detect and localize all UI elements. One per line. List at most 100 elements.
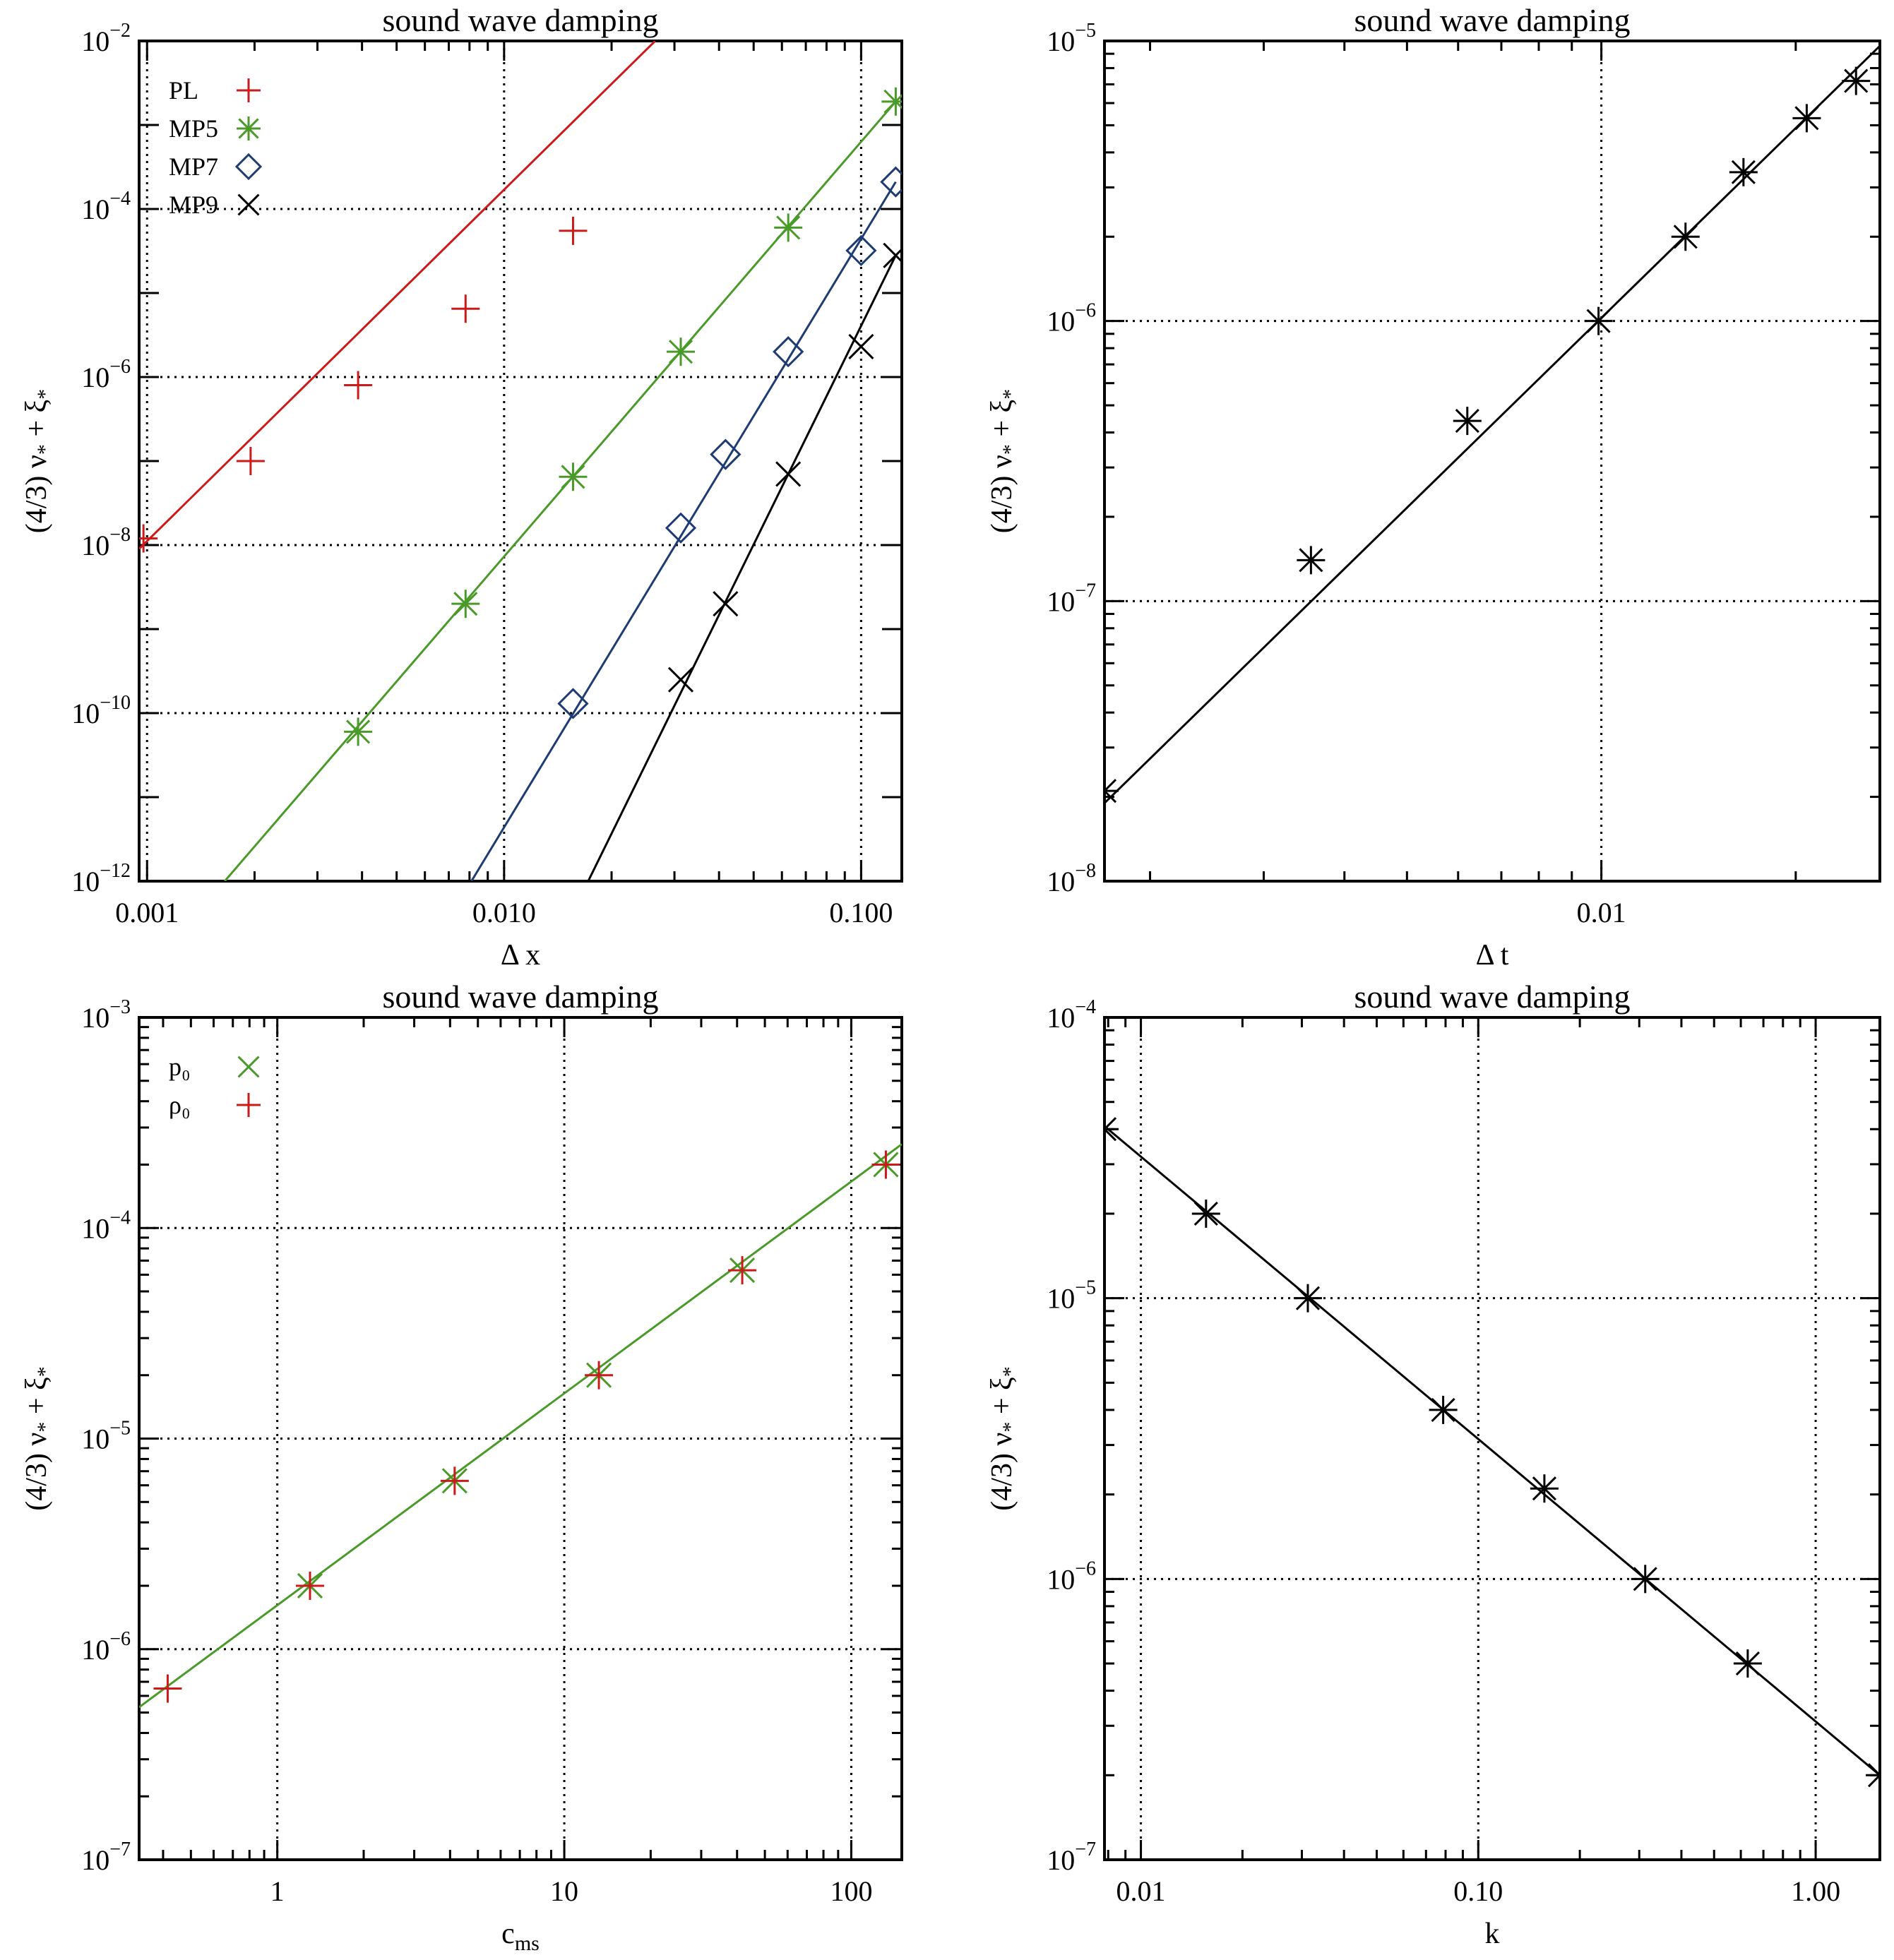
series-0 bbox=[1104, 44, 1880, 806]
plot-frame bbox=[138, 1016, 903, 1861]
x-tick-label: 0.10 bbox=[1453, 1875, 1503, 1907]
data-point bbox=[1429, 1395, 1458, 1424]
x-tick-label: 1 bbox=[270, 1875, 285, 1907]
tick-labels: 1 10 100 10−3 10−4 10−5 10−6 10−7 bbox=[81, 996, 872, 1907]
x-tick-label: 0.100 bbox=[829, 897, 893, 928]
plot-area bbox=[1104, 44, 1880, 806]
y-tick-label: 10−8 bbox=[1047, 860, 1096, 897]
data-point bbox=[1453, 407, 1482, 436]
data-point bbox=[728, 1256, 757, 1285]
data-point bbox=[559, 216, 588, 245]
panel-cms-scaling: 1 10 100 10−3 10−4 10−5 10−6 10−7 sound wave dam… bbox=[20, 979, 903, 1955]
x-axis-label: Δ t bbox=[1476, 939, 1509, 972]
data-point bbox=[883, 242, 902, 268]
grid bbox=[1104, 41, 1880, 881]
legend-label: MP7 bbox=[169, 153, 218, 181]
axis-ticks bbox=[1104, 40, 1880, 883]
y-axis-label: (4/3) ν* + ξ* bbox=[986, 389, 1022, 534]
data-point bbox=[1792, 104, 1821, 133]
data-point bbox=[1584, 306, 1613, 335]
data-point bbox=[713, 591, 739, 617]
fit-line bbox=[1104, 44, 1880, 804]
chart-title: sound wave damping bbox=[1354, 2, 1631, 38]
data-point bbox=[1733, 1649, 1762, 1678]
series-mp7 bbox=[470, 166, 902, 881]
legend-marker bbox=[237, 1093, 261, 1117]
data-point bbox=[440, 1466, 469, 1495]
data-point bbox=[775, 461, 802, 487]
y-tick-label: 10−7 bbox=[1047, 580, 1096, 617]
y-tick-label: 10−4 bbox=[1047, 996, 1096, 1034]
plot-frame bbox=[138, 40, 903, 883]
legend-marker bbox=[237, 78, 261, 102]
x-tick-label: 100 bbox=[830, 1875, 872, 1907]
tick-labels: 0.01 0.10 1.00 10−4 10−5 10−6 10−7 bbox=[1047, 996, 1840, 1907]
data-point bbox=[1104, 1115, 1119, 1144]
data-point bbox=[710, 438, 741, 470]
data-point bbox=[559, 462, 588, 491]
data-point bbox=[1293, 1284, 1322, 1313]
y-axis-label: (4/3) ν* + ξ* bbox=[20, 1366, 56, 1511]
data-point bbox=[1191, 1199, 1220, 1228]
data-point bbox=[153, 1674, 182, 1703]
fit-line bbox=[587, 255, 897, 881]
fit-line bbox=[139, 41, 656, 550]
x-axis-label: Δ x bbox=[501, 939, 540, 972]
data-point bbox=[451, 294, 480, 323]
x-tick-label: 0.01 bbox=[1577, 897, 1626, 928]
axis-ticks bbox=[1104, 1016, 1880, 1861]
tick-labels: 0.001 0.010 0.100 10−2 10−4 10−6 10−8 10−10 10−1… bbox=[71, 20, 893, 928]
data-point bbox=[139, 524, 158, 553]
grid bbox=[1104, 1017, 1880, 1860]
legend-marker bbox=[237, 1056, 260, 1078]
y-tick-label: 10−8 bbox=[81, 524, 131, 561]
data-point bbox=[1530, 1474, 1559, 1503]
x-tick-label: 0.01 bbox=[1116, 1875, 1166, 1907]
data-point bbox=[773, 336, 804, 368]
series-0 bbox=[1104, 1115, 1880, 1790]
data-point bbox=[557, 688, 589, 719]
data-point bbox=[451, 590, 480, 619]
data-point bbox=[1866, 1761, 1880, 1790]
data-point bbox=[585, 1361, 614, 1390]
plot-area bbox=[139, 41, 902, 881]
data-point bbox=[871, 1150, 900, 1179]
data-point bbox=[667, 337, 696, 366]
fit-line bbox=[1104, 1125, 1880, 1776]
fit-line bbox=[470, 181, 897, 881]
y-tick-label: 10−7 bbox=[1047, 1839, 1096, 1876]
series-mp5 bbox=[224, 87, 902, 881]
data-point bbox=[881, 87, 902, 116]
x-tick-label: 1.00 bbox=[1791, 1875, 1840, 1907]
fit-line bbox=[224, 100, 897, 881]
y-tick-label: 10−10 bbox=[71, 692, 131, 729]
panel-dt-scaling: 0.01 10−5 10−6 10−7 10−8 sound wave damping Δ … bbox=[986, 2, 1881, 972]
data-point bbox=[1297, 546, 1326, 575]
data-point bbox=[667, 667, 694, 693]
tick-labels: 0.01 10−5 10−6 10−7 10−8 bbox=[1047, 20, 1626, 928]
series- bbox=[153, 1150, 900, 1703]
legend-label: ρ₀ bbox=[169, 1091, 191, 1119]
y-tick-label: 10−6 bbox=[1047, 1558, 1096, 1595]
y-tick-label: 10−4 bbox=[81, 188, 131, 225]
data-point bbox=[295, 1571, 324, 1600]
y-tick-label: 10−5 bbox=[1047, 1277, 1096, 1315]
data-point bbox=[1671, 222, 1700, 251]
axis-ticks bbox=[139, 40, 902, 883]
legend-marker bbox=[237, 116, 261, 141]
chart-title: sound wave damping bbox=[1354, 979, 1631, 1015]
data-point bbox=[774, 213, 803, 242]
legend-marker bbox=[237, 193, 260, 216]
plot-area bbox=[1104, 1115, 1880, 1790]
y-tick-label: 10−12 bbox=[71, 860, 131, 897]
data-point bbox=[1729, 157, 1758, 186]
y-tick-label: 10−3 bbox=[81, 996, 131, 1034]
chart-title: sound wave damping bbox=[383, 2, 659, 38]
y-tick-label: 10−7 bbox=[81, 1839, 131, 1876]
x-tick-label: 0.010 bbox=[472, 897, 536, 928]
y-tick-label: 10−6 bbox=[1047, 300, 1096, 337]
data-point bbox=[236, 447, 265, 475]
data-point bbox=[880, 166, 902, 198]
x-tick-label: 0.001 bbox=[115, 897, 179, 928]
legend: p₀ ρ₀ bbox=[169, 1053, 261, 1119]
